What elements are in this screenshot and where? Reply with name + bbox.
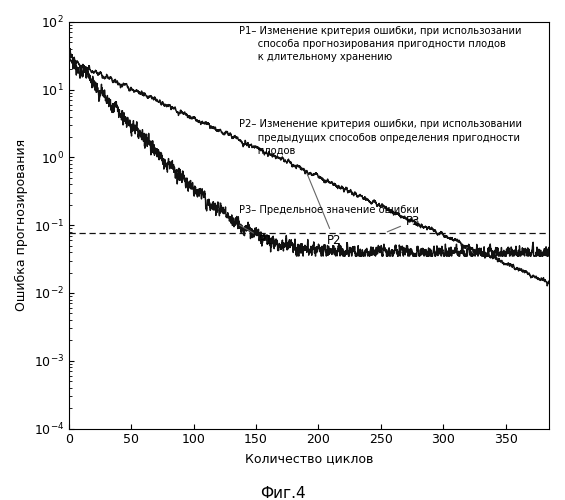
Text: Р3: Р3 [387,214,420,232]
Text: Р3– Предельное значение ошибки: Р3– Предельное значение ошибки [240,205,419,215]
Text: Р2: Р2 [307,174,342,247]
Text: Р1: Р1 [240,225,273,247]
Text: Фиг.4: Фиг.4 [260,486,305,500]
Y-axis label: Ошибка прогнозирования: Ошибка прогнозирования [15,139,28,312]
X-axis label: Количество циклов: Количество циклов [245,452,373,465]
Text: Р2– Изменение критерия ошибки, при использовании
      предыдущих способов опред: Р2– Изменение критерия ошибки, при испол… [240,120,523,156]
Text: Р1– Изменение критерия ошибки, при использозании
      способа прогнозирования п: Р1– Изменение критерия ошибки, при испол… [240,26,522,63]
